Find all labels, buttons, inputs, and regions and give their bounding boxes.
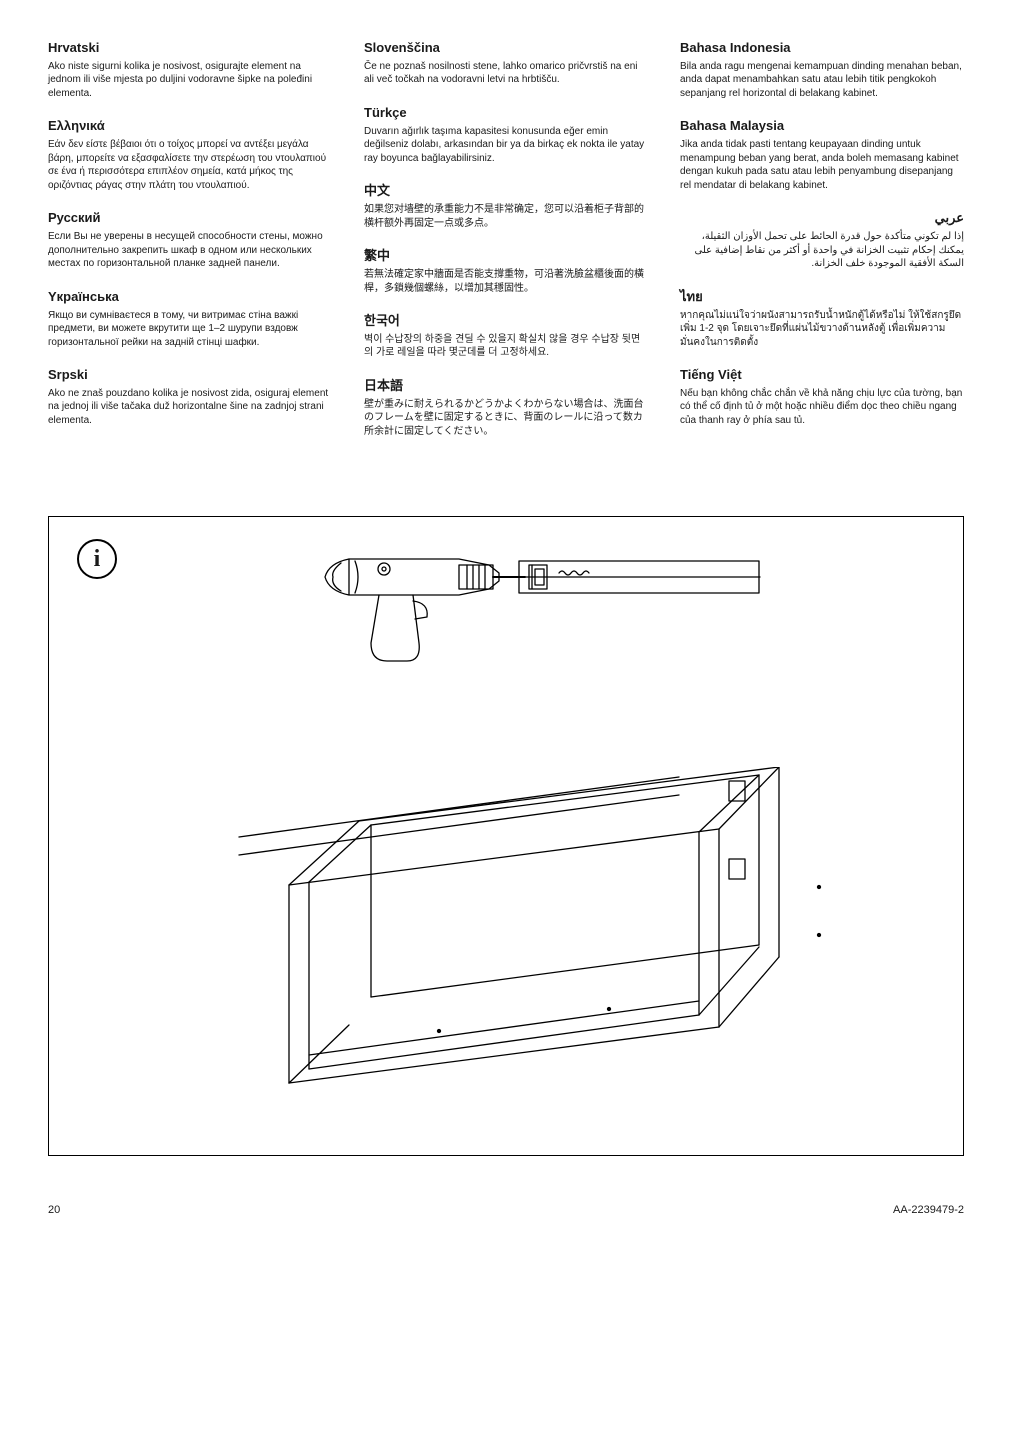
footer: 20 AA-2239479-2 [48, 1204, 964, 1216]
lang-body: 如果您对墙壁的承重能力不是非常确定，您可以沿着柜子背部的横杆额外再固定一点或多点… [364, 203, 648, 230]
lang-heading: 中文 [364, 183, 648, 200]
lang-heading: Hrvatski [48, 40, 332, 57]
lang-heading: عربي [680, 210, 964, 227]
lang-section: 日本語壁が重みに耐えられるかどうかよくわからない場合は、洗面台のフレームを壁に固… [364, 378, 648, 438]
lang-body: 若無法確定家中牆面是否能支撐重物，可沿著洗臉盆櫃後面的橫桿，多鎖幾個螺絲，以增加… [364, 268, 648, 295]
lang-body: Duvarın ağırlık taşıma kapasitesi konusu… [364, 125, 648, 166]
lang-heading: Bahasa Indonesia [680, 40, 964, 57]
lang-heading: Türkçe [364, 105, 648, 122]
lang-section: 한국어벽이 수납장의 하중을 견딜 수 있을지 확실치 않을 경우 수납장 뒷면… [364, 313, 648, 360]
info-icon: i [77, 539, 117, 579]
page-number: 20 [48, 1204, 60, 1216]
lang-section: Slovenščina Če ne poznaš nosilnosti stene… [364, 40, 648, 87]
lang-section: Bahasa Malaysia Jika anda tidak pasti ten… [680, 118, 964, 192]
doc-code: AA-2239479-2 [893, 1204, 964, 1216]
lang-body: Якщо ви сумніваєтеся в тому, чи витримає… [48, 309, 332, 350]
lang-heading: 日本語 [364, 378, 648, 395]
lang-section: Hrvatski Ako niste sigurni kolika je nosi… [48, 40, 332, 100]
lang-body: Jika anda tidak pasti tentang keupayaan … [680, 138, 964, 192]
lang-section: ไทยหากคุณไม่แน่ใจว่าผนังสามารถรับน้ำหนัก… [680, 289, 964, 349]
lang-heading: Srpski [48, 367, 332, 384]
lang-body: 壁が重みに耐えられるかどうかよくわからない場合は、洗面台のフレームを壁に固定する… [364, 398, 648, 439]
lang-body: Ako niste sigurni kolika je nosivost, os… [48, 60, 332, 101]
lang-body: หากคุณไม่แน่ใจว่าผนังสามารถรับน้ำหนักตู้… [680, 309, 964, 350]
lang-heading: Slovenščina [364, 40, 648, 57]
lang-heading: ไทย [680, 289, 964, 306]
lang-body: إذا لم تكوني متأكدة حول قدرة الحائط على … [680, 230, 964, 271]
column-3: Bahasa Indonesia Bila anda ragu mengenai … [680, 40, 964, 456]
lang-heading: Yкраїнська [48, 289, 332, 306]
lang-body: Ako ne znaš pouzdano kolika je nosivost … [48, 387, 332, 428]
lang-body: Εάν δεν είστε βέβαιοι ότι ο τοίχος μπορε… [48, 138, 332, 192]
lang-heading: 한국어 [364, 313, 648, 330]
lang-heading: Ελληνικά [48, 118, 332, 135]
lang-section: Yкраїнська Якщо ви сумніваєтеся в тому, ч… [48, 289, 332, 349]
lang-section: 繁中若無法確定家中牆面是否能支撐重物，可沿著洗臉盆櫃後面的橫桿，多鎖幾個螺絲，以… [364, 248, 648, 295]
lang-body: Nếu bạn không chắc chắn về khả năng chịu… [680, 387, 964, 428]
lang-heading: Tiếng Việt [680, 367, 964, 384]
lang-heading: 繁中 [364, 248, 648, 265]
lang-section: Ελληνικά Εάν δεν είστε βέβαιοι ότι ο τοίχ… [48, 118, 332, 192]
lang-heading: Bahasa Malaysia [680, 118, 964, 135]
text-columns: Hrvatski Ako niste sigurni kolika je nosi… [48, 40, 964, 456]
cabinet-illustration [219, 767, 859, 1107]
lang-section: عربي إذا لم تكوني متأكدة حول قدرة الحائط … [680, 210, 964, 270]
drill-illustration [229, 543, 789, 683]
lang-section: Русский Если Вы не уверены в несущей спос… [48, 210, 332, 270]
column-2: Slovenščina Če ne poznaš nosilnosti stene… [364, 40, 648, 456]
column-1: Hrvatski Ako niste sigurni kolika je nosi… [48, 40, 332, 456]
lang-body: Если Вы не уверены в несущей способности… [48, 230, 332, 271]
lang-section: Srpski Ako ne znaš pouzdano kolika je nos… [48, 367, 332, 427]
lang-section: 中文如果您对墙壁的承重能力不是非常确定，您可以沿着柜子背部的横杆额外再固定一点或… [364, 183, 648, 230]
lang-section: Bahasa Indonesia Bila anda ragu mengenai … [680, 40, 964, 100]
lang-body: 벽이 수납장의 하중을 견딜 수 있을지 확실치 않을 경우 수납장 뒷면의 가… [364, 333, 648, 360]
lang-body: Če ne poznaš nosilnosti stene, lahko oma… [364, 60, 648, 87]
lang-heading: Русский [48, 210, 332, 227]
lang-body: Bila anda ragu mengenai kemampuan dindin… [680, 60, 964, 101]
lang-section: Tiếng Việt Nếu bạn không chắc chắn về khả… [680, 367, 964, 427]
lang-section: Türkçe Duvarın ağırlık taşıma kapasitesi … [364, 105, 648, 165]
diagram-box: i [48, 516, 964, 1156]
